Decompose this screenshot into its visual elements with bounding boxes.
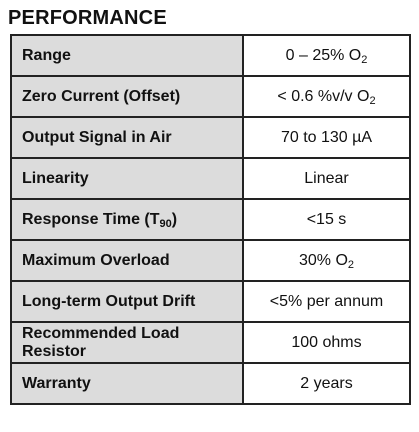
parameter-label: Maximum Overload xyxy=(22,251,170,269)
table-row: Range 0 – 25% O2 xyxy=(10,34,411,77)
value-cell: 70 to 130 µA xyxy=(242,116,411,159)
parameter-cell: Warranty xyxy=(10,362,244,405)
parameter-cell: Linearity xyxy=(10,157,244,200)
value-text: 70 to 130 µA xyxy=(280,128,373,146)
parameter-label: Linearity xyxy=(22,169,89,187)
table-row: Long-term Output Drift <5% per annum xyxy=(10,280,411,323)
value-text: 100 ohms xyxy=(291,333,362,351)
value-text: <15 s xyxy=(306,210,347,228)
value-text: 2 years xyxy=(300,374,353,392)
value-cell: 2 years xyxy=(242,362,411,405)
value-text: 0 – 25% O xyxy=(285,46,362,64)
table-row: Response Time (T90) <15 s xyxy=(10,198,411,241)
value-cell: < 0.6 %v/v O2 xyxy=(242,75,411,118)
parameter-cell: Range xyxy=(10,34,244,77)
parameter-label: Long-term Output Drift xyxy=(22,292,196,310)
parameter-cell: Zero Current (Offset) xyxy=(10,75,244,118)
value-cell: 100 ohms xyxy=(242,321,411,364)
value-text: <5% per annum xyxy=(269,292,384,310)
parameter-label: Range xyxy=(22,46,71,64)
parameter-cell: Maximum Overload xyxy=(10,239,244,282)
table-row: Zero Current (Offset) < 0.6 %v/v O2 xyxy=(10,75,411,118)
table-row: Recommended Load Resistor 100 ohms xyxy=(10,321,411,364)
parameter-cell: Output Signal in Air xyxy=(10,116,244,159)
value-cell: 30% O2 xyxy=(242,239,411,282)
parameter-label: Output Signal in Air xyxy=(22,128,172,146)
parameter-cell: Response Time (T90) xyxy=(10,198,244,241)
value-cell: Linear xyxy=(242,157,411,200)
value-text: 30% O xyxy=(298,251,348,269)
table-row: Warranty 2 years xyxy=(10,362,411,405)
section-title: PERFORMANCE xyxy=(8,7,167,29)
value-text: < 0.6 %v/v O xyxy=(277,87,370,105)
value-cell: <5% per annum xyxy=(242,280,411,323)
parameter-label: Warranty xyxy=(22,374,91,392)
value-text: Linear xyxy=(304,169,349,187)
parameter-subscript: 90 xyxy=(159,217,172,230)
performance-table: Range 0 – 25% O2 Zero Current (Offset) <… xyxy=(10,34,411,405)
value-subscript: 2 xyxy=(361,53,368,66)
parameter-label: Zero Current (Offset) xyxy=(22,87,181,105)
table-row: Output Signal in Air 70 to 130 µA xyxy=(10,116,411,159)
value-subscript: 2 xyxy=(347,258,355,271)
parameter-label: Recommended Load Resistor xyxy=(22,324,180,360)
parameter-label: Response Time (T xyxy=(22,210,160,228)
value-cell: <15 s xyxy=(242,198,411,241)
parameter-cell: Recommended Load Resistor xyxy=(10,321,244,364)
value-cell: 0 – 25% O2 xyxy=(242,34,411,77)
parameter-suffix: ) xyxy=(171,210,178,228)
table-row: Linearity Linear xyxy=(10,157,411,200)
value-subscript: 2 xyxy=(369,94,376,107)
table-row: Maximum Overload 30% O2 xyxy=(10,239,411,282)
parameter-cell: Long-term Output Drift xyxy=(10,280,244,323)
